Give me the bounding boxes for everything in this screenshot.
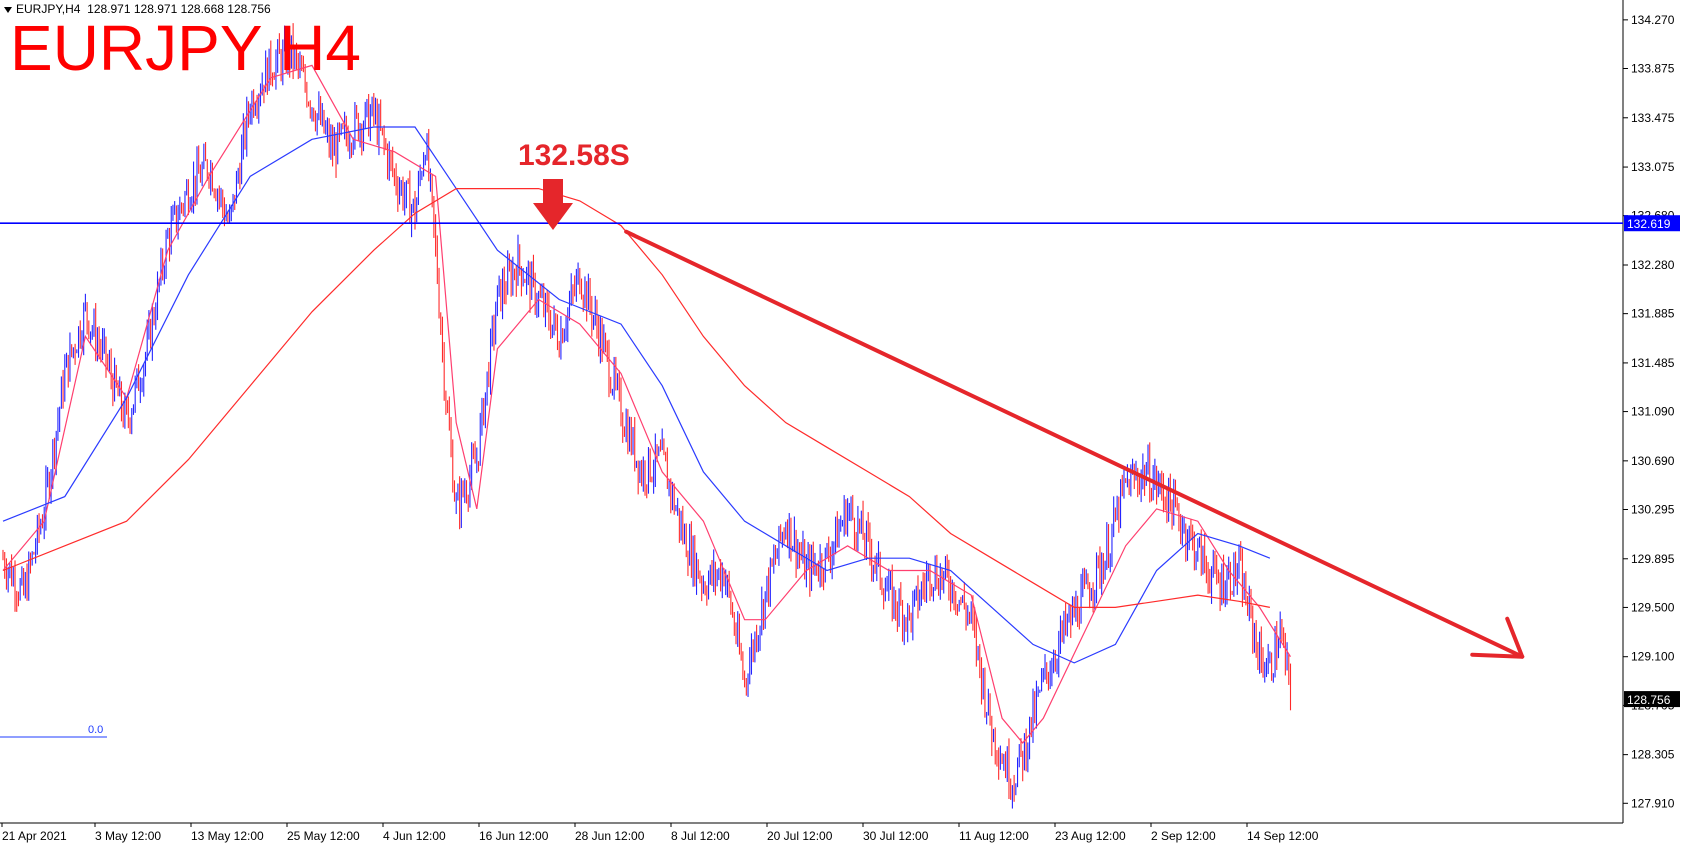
- time-tick-label: 20 Jul 12:00: [767, 829, 833, 843]
- price-tick-label: 127.910: [1631, 796, 1675, 810]
- symbol-label: EURJPY,H4: [16, 2, 81, 16]
- time-tick-label: 4 Jun 12:00: [383, 829, 446, 843]
- price-tick-label: 131.485: [1631, 356, 1675, 370]
- time-tick-label: 28 Jun 12:00: [575, 829, 645, 843]
- chart-header: EURJPY,H4 128.971 128.971 128.668 128.75…: [4, 2, 271, 16]
- time-tick-label: 2 Sep 12:00: [1151, 829, 1216, 843]
- price-tick-label: 131.090: [1631, 405, 1675, 419]
- price-tick-label: 129.100: [1631, 650, 1675, 664]
- price-tick-label: 132.280: [1631, 258, 1675, 272]
- level-price-badge: [1624, 215, 1680, 232]
- price-tick-label: 128.305: [1631, 748, 1675, 762]
- price-tick-label: 130.690: [1631, 454, 1675, 468]
- level-annotation: 132.58S: [518, 139, 630, 172]
- time-tick-label: 30 Jul 12:00: [863, 829, 929, 843]
- time-tick-label: 8 Jul 12:00: [671, 829, 730, 843]
- chart-title-annotation: EURJPY H4: [10, 12, 361, 84]
- price-tick-label: 133.075: [1631, 160, 1675, 174]
- time-tick-label: 16 Jun 12:00: [479, 829, 549, 843]
- price-tick-label: 133.475: [1631, 111, 1675, 125]
- price-tick-label: 130.295: [1631, 503, 1675, 517]
- down-arrow-icon: [543, 179, 563, 204]
- time-tick-label: 13 May 12:00: [191, 829, 264, 843]
- price-tick-label: 134.270: [1631, 13, 1675, 27]
- last-price-badge: [1624, 691, 1680, 708]
- time-tick-label: 25 May 12:00: [287, 829, 360, 843]
- price-tick-label: 131.885: [1631, 307, 1675, 321]
- time-tick-label: 23 Aug 12:00: [1055, 829, 1126, 843]
- trendline: [624, 229, 1525, 659]
- quote-values: 128.971 128.971 128.668 128.756: [87, 2, 271, 16]
- level-price-label: 132.619: [1627, 217, 1671, 231]
- zero-label: 0.0: [88, 724, 104, 736]
- moving-average-line: [2, 188, 1271, 608]
- down-arrow-icon: [533, 203, 573, 230]
- price-tick-label: 129.895: [1631, 552, 1675, 566]
- time-tick-label: 11 Aug 12:00: [959, 829, 1029, 843]
- trendline-arrowhead: [1470, 616, 1525, 659]
- moving-average-line: [2, 126, 1271, 664]
- price-tick-label: 133.875: [1631, 62, 1675, 76]
- last-price-label: 128.756: [1627, 693, 1671, 707]
- time-tick-label: 21 Apr 2021: [2, 829, 67, 843]
- moving-average-line: [2, 64, 1292, 744]
- time-tick-label: 3 May 12:00: [95, 829, 161, 843]
- dropdown-triangle-icon[interactable]: [4, 6, 12, 13]
- price-tick-label: 129.500: [1631, 600, 1675, 614]
- time-tick-label: 14 Sep 12:00: [1247, 829, 1319, 843]
